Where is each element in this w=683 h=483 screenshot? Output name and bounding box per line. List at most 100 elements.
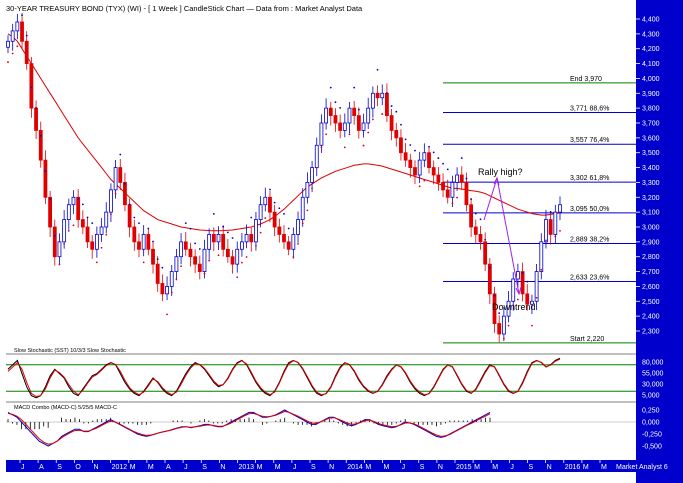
macd-panel: MACD Combo (MACD-C) 5/25/5 MACD-C [6,401,636,447]
sar-dot [222,225,225,228]
price-axis-label: 2,600 [642,284,660,291]
candle-body [469,204,474,228]
candle-body [436,174,441,183]
candle-body [310,167,314,183]
sar-dot [264,217,267,219]
candle-body [459,174,464,183]
candle-body [71,196,76,206]
price-axis-label: 2,700 [642,269,660,276]
candle-body [487,263,492,295]
price-panel: End 3,970 3,771 88,6% 3,557 76,4% 3,302 61,… [6,12,636,344]
sar-dot [287,227,290,230]
sar-dot [128,203,131,206]
candle-body [127,204,132,228]
time-axis-label: S [420,464,425,471]
candle-body [132,226,137,243]
time-axis-label: M [492,464,498,471]
candle-body [431,167,436,176]
sar-dot [390,105,393,107]
sar-dot [460,157,463,159]
candle-body [417,159,422,176]
time-axis-label: O [75,464,81,471]
candle-body [445,189,450,198]
candle-body [104,211,109,228]
candle-body [160,283,165,295]
sar-dot [100,246,103,249]
watermark-text: Market Analyst 6 [616,464,668,471]
sar-dot [245,256,248,258]
sar-dot [432,151,435,154]
stochastic-axis-label: 55,000 [642,371,664,378]
sar-dot [423,179,426,182]
time-axis-label: N [438,464,443,471]
candle-body [165,286,169,295]
candle-body [48,196,53,228]
time-axis-label: A [166,464,171,471]
fib-level-label: Start 2,220 [570,336,604,343]
sar-dot [297,243,299,245]
stochastic-d-line [7,358,561,398]
candle-body [501,315,506,335]
sar-dot [292,256,295,258]
sar-dot [180,265,182,268]
candle-body [230,256,235,265]
sar-dot [273,201,276,204]
price-axis-label: 2,400 [642,314,660,321]
candle-body [221,234,226,250]
candle-body [342,122,347,131]
sar-dot [348,133,351,136]
stochastic-label: Slow Stochastic (SST) 10/3/3 Slow Stocha… [14,348,126,354]
candle-body [380,92,385,99]
sar-dot [236,276,239,279]
sar-dot [91,222,94,225]
sar-dot [16,45,19,48]
sar-dot [77,197,80,200]
candle-body [239,241,244,250]
sar-dot [283,213,285,215]
sar-dot [400,123,402,126]
macd-axis-label: 0,000 [642,420,660,427]
sar-dot [442,162,444,165]
sar-dot [208,259,211,262]
candle-body [263,196,268,206]
candle-body [338,122,343,131]
annotation-rally-high: Rally high? [478,167,523,177]
candle-body [319,122,324,146]
sar-dot [203,272,206,275]
sar-dot [30,86,33,89]
time-axis-label: 2012 [112,464,128,471]
sar-dot [7,61,9,63]
candle-body [99,226,104,235]
sar-dot [554,235,557,238]
time-axis-label: S [311,464,316,471]
sar-dot [474,212,477,215]
right-axis-bar [636,0,683,483]
candle-body [530,300,534,305]
time-axis-label: A [39,464,44,471]
price-axis-label: 3,600 [642,135,660,142]
candle-body [413,167,417,176]
sar-dot [184,222,187,225]
fib-level-label: 3,302 61,8% [570,175,609,182]
fib-level-label: End 3,970 [570,76,602,83]
candle-body [169,271,174,287]
sar-dot [189,227,192,230]
candle-body [352,107,357,116]
candle-body [324,107,329,124]
sar-dot [278,207,281,210]
candle-body [328,107,333,116]
watermark-box [613,460,683,472]
candle-body [76,196,81,220]
sar-dot [353,86,356,89]
stochastic-axis-label: 30,000 [642,382,664,389]
sar-dot [521,272,524,274]
price-axis-label: 4,400 [642,17,660,24]
candle-body [29,63,34,109]
candle-body [202,248,207,272]
candle-body [544,219,548,243]
sar-dot [493,294,496,297]
projection-arrowhead-down [515,286,522,296]
sar-dot [194,242,197,245]
projection-arrowhead-up [493,176,500,186]
